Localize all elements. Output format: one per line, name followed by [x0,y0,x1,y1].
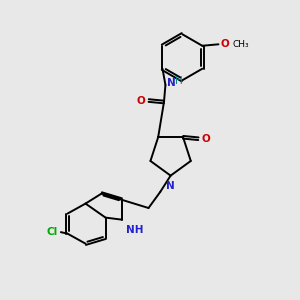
Text: N: N [166,181,175,191]
Text: Cl: Cl [47,227,58,237]
Text: NH: NH [126,225,143,235]
Text: O: O [137,95,146,106]
Text: CH₃: CH₃ [232,40,249,49]
Text: N: N [167,78,176,88]
Text: O: O [202,134,211,144]
Text: H: H [175,76,183,85]
Text: O: O [220,39,229,49]
